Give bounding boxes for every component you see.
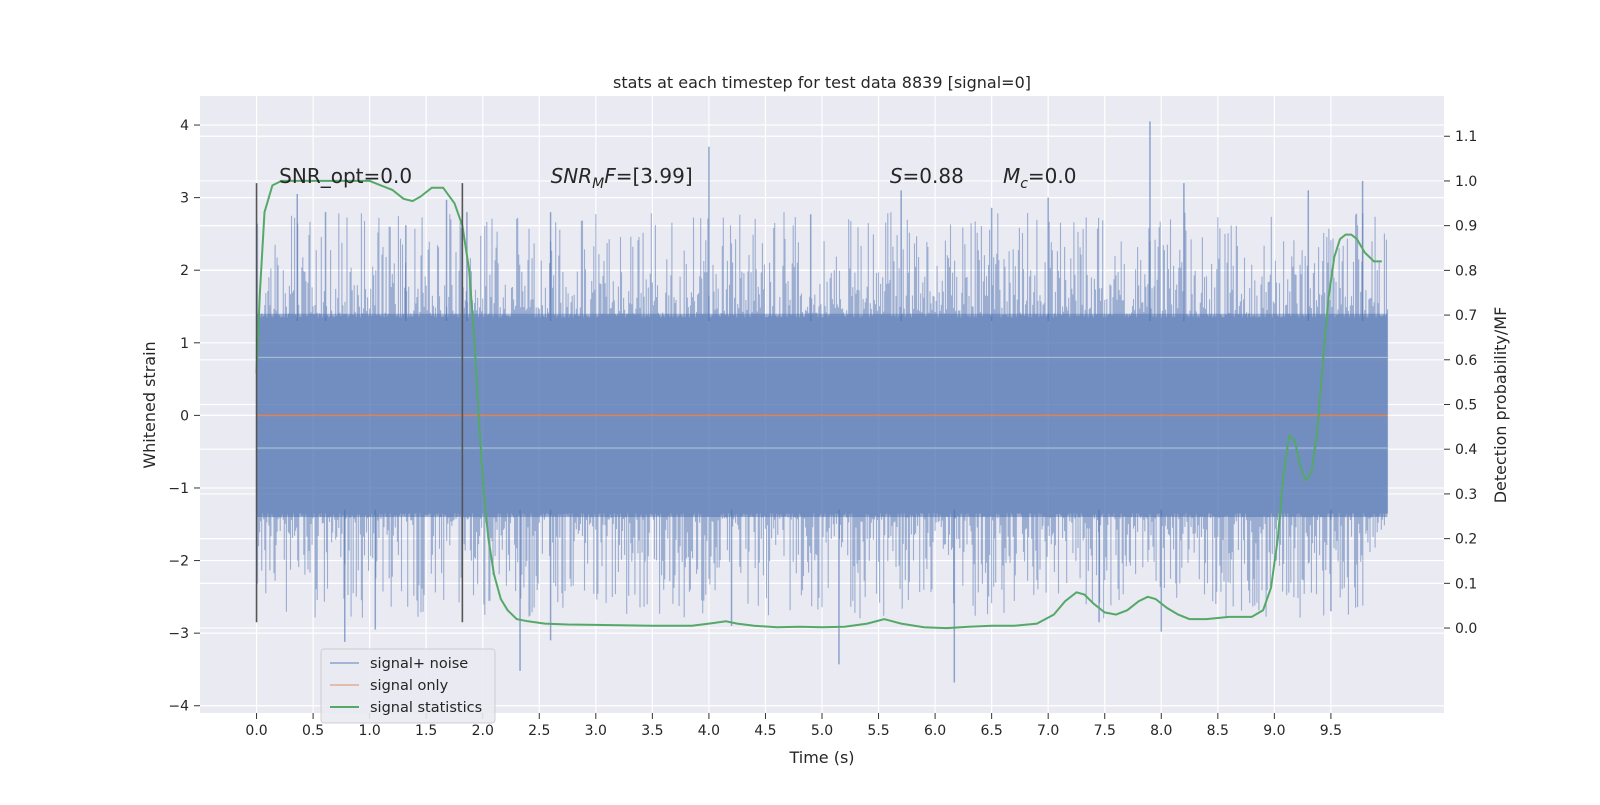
y-axis-ticks: −4 −3 −2 −1 0 1 2 3 4 [168, 118, 200, 715]
y-right-axis-label: Detection probability/MF [1491, 307, 1510, 504]
vertical-markers [255, 183, 464, 623]
signal-statistics-line [255, 179, 1382, 630]
y-right-tick-label: 0.6 [1455, 353, 1477, 369]
x-axis-label: Time (s) [788, 748, 854, 767]
annotations: SNR_opt=0.0 SNRMF=[3.99] S=0.88 Mc=0.0 [279, 164, 1076, 192]
y-tick-label: 0 [180, 408, 189, 424]
x-axis-ticks: 0.0 0.5 1.0 1.5 2.0 2.5 3.0 3.5 4.0 4.5 5.0 5.5 6.0 6… [245, 713, 1342, 739]
x-tick-label: 7.0 [1037, 723, 1059, 739]
x-tick-label: 3.5 [641, 723, 663, 739]
y-right-tick-label: 0.4 [1455, 442, 1477, 458]
x-tick-label: 1.0 [359, 723, 381, 739]
x-tick-label: 4.0 [698, 723, 720, 739]
annotation-text: SNR_opt=0.0 [279, 164, 412, 188]
y-tick-label: 1 [180, 336, 189, 352]
y-right-tick-label: 0.9 [1455, 219, 1477, 235]
y-right-tick-label: 0.3 [1455, 487, 1477, 503]
x-tick-label: 9.5 [1320, 723, 1342, 739]
x-tick-label: 1.5 [415, 723, 437, 739]
x-tick-label: 8.5 [1207, 723, 1229, 739]
y-tick-label: −3 [168, 626, 189, 642]
y-tick-label: −2 [168, 554, 189, 570]
legend-label-signal-noise: signal+ noise [370, 656, 468, 672]
x-tick-label: 4.5 [754, 723, 776, 739]
y-right-tick-label: 0.0 [1455, 621, 1477, 637]
x-tick-label: 2.0 [472, 723, 494, 739]
x-tick-label: 2.5 [528, 723, 550, 739]
y-axis-label: Whitened strain [140, 341, 159, 468]
y-tick-label: −1 [168, 481, 189, 497]
x-tick-label: 5.0 [811, 723, 833, 739]
y-right-tick-label: 1.0 [1455, 174, 1477, 190]
y-tick-label: 2 [180, 263, 189, 279]
y-right-tick-label: 0.8 [1455, 263, 1477, 279]
legend-label-signal-statistics: signal statistics [370, 700, 482, 716]
y-right-tick-label: 0.5 [1455, 398, 1477, 414]
y-right-tick-label: 0.7 [1455, 308, 1477, 324]
y-tick-label: 3 [180, 191, 189, 207]
x-tick-label: 3.0 [585, 723, 607, 739]
legend: signal+ noise signal only signal statist… [320, 648, 496, 724]
y-right-tick-label: 0.2 [1455, 532, 1477, 548]
y-right-tick-label: 0.1 [1455, 576, 1477, 592]
legend-label-signal-only: signal only [370, 678, 449, 694]
annotation-text: S=0.88 [890, 164, 964, 188]
y-tick-label: −4 [168, 699, 189, 715]
chart-title: stats at each timestep for test data 883… [613, 73, 1031, 92]
y-tick-label: 4 [180, 118, 189, 134]
x-tick-label: 7.5 [1094, 723, 1116, 739]
x-tick-label: 6.5 [981, 723, 1003, 739]
x-tick-label: 9.0 [1263, 723, 1285, 739]
x-tick-label: 8.0 [1150, 723, 1172, 739]
y-right-axis-ticks: 0.0 0.1 0.2 0.3 0.4 0.5 0.6 0.7 0.8 0.9 1.0 1.1 [1444, 129, 1477, 637]
y-right-tick-label: 1.1 [1455, 129, 1477, 145]
legend-box [320, 648, 496, 724]
annotation-text: SNRMF=[3.99] [551, 164, 693, 192]
line-series-layer [255, 179, 1388, 630]
annotation-text: Mc=0.0 [1003, 164, 1077, 192]
x-tick-label: 0.5 [302, 723, 324, 739]
x-tick-label: 5.5 [867, 723, 889, 739]
x-tick-label: 0.0 [245, 723, 267, 739]
x-tick-label: 6.0 [924, 723, 946, 739]
